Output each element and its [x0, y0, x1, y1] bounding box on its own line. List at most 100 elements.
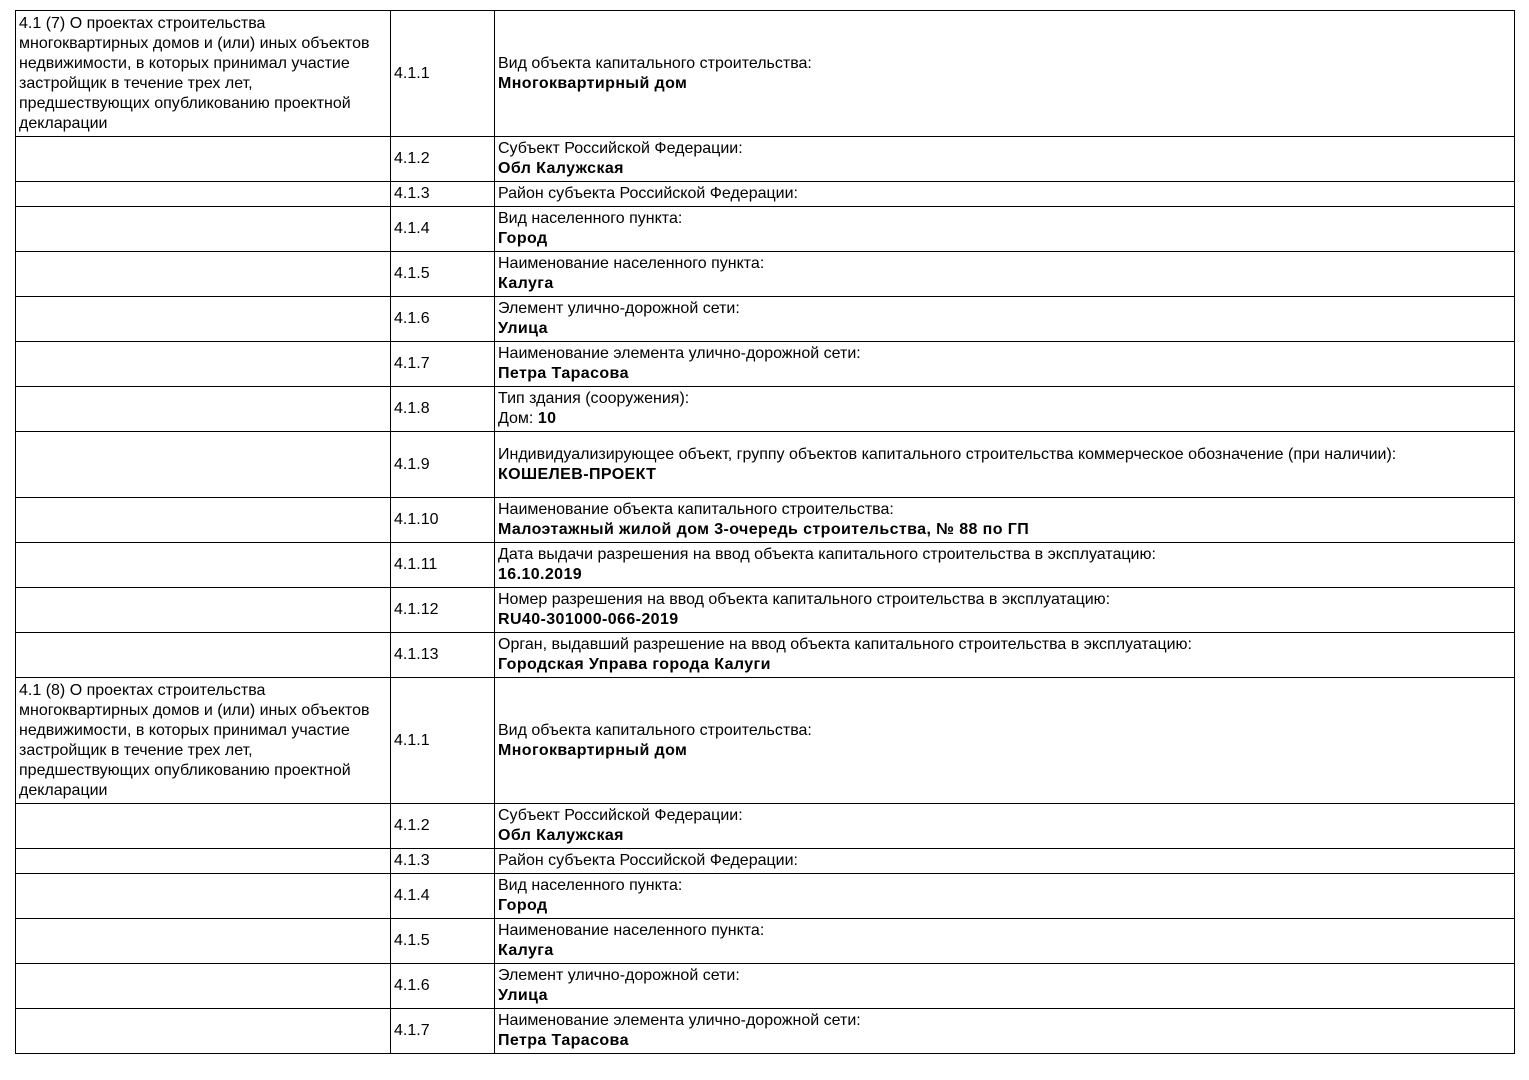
section-title-cell [15, 1008, 391, 1054]
section-title-cell [15, 873, 391, 919]
item-code: 4.1.2 [390, 136, 495, 182]
section-title-cell [15, 542, 391, 588]
table-row: 4.1.3 Район субъекта Российской Федерации… [15, 848, 1515, 874]
table-row: 4.1.10 Наименование объекта капитального … [15, 497, 1515, 543]
item-value-line: Малоэтажный жилой дом 3-очередь строител… [498, 520, 1511, 540]
item-value-line: Калуга [498, 274, 1511, 294]
item-value-line: Многоквартирный дом [498, 74, 1511, 94]
item-content: Вид объекта капитального строительства: М… [494, 677, 1515, 804]
section-title-cell [15, 206, 391, 252]
table-row: 4.1.4 Вид населенного пункта: Город [15, 873, 1515, 919]
item-code: 4.1.5 [390, 251, 495, 297]
item-code: 4.1.6 [390, 963, 495, 1009]
section-title-cell [15, 136, 391, 182]
item-label: Район субъекта Российской Федерации: [498, 852, 798, 869]
item-value-line: Улица [498, 986, 1511, 1006]
item-value-line: Городская Управа города Калуги [498, 655, 1511, 675]
item-label: Дата выдачи разрешения на ввод объекта к… [498, 546, 1156, 563]
declaration-table-body: 4.1 (7) О проектах строительства многокв… [15, 10, 1515, 1054]
item-value-line: Город [498, 229, 1511, 249]
section-title-cell [15, 632, 391, 678]
item-content: Субъект Российской Федерации: Обл Калужск… [494, 136, 1515, 182]
item-content: Орган, выдавший разрешение на ввод объек… [494, 632, 1515, 678]
table-row: 4.1.7 Наименование элемента улично-дорожн… [15, 1008, 1515, 1054]
item-label: Наименование элемента улично-дорожной се… [498, 1012, 861, 1029]
item-label: Элемент улично-дорожной сети: [498, 967, 740, 984]
table-row: 4.1 (7) О проектах строительства многокв… [15, 10, 1515, 137]
item-content: Наименование элемента улично-дорожной се… [494, 341, 1515, 387]
item-code: 4.1.7 [390, 1008, 495, 1054]
section-title-cell: 4.1 (8) О проектах строительства многокв… [15, 677, 391, 804]
item-label: Наименование элемента улично-дорожной се… [498, 345, 861, 362]
item-value: Калуга [498, 942, 554, 959]
section-title-cell: 4.1 (7) О проектах строительства многокв… [15, 10, 391, 137]
section-title-cell [15, 918, 391, 964]
item-label: Наименование населенного пункта: [498, 922, 765, 939]
table-row: 4.1.3 Район субъекта Российской Федерации… [15, 181, 1515, 207]
item-content: Наименование объекта капитального строит… [494, 497, 1515, 543]
table-row: 4.1.2 Субъект Российской Федерации: Обл Ка… [15, 136, 1515, 182]
item-label: Вид объекта капитального строительства: [498, 721, 812, 739]
item-value: Малоэтажный жилой дом 3-очередь строител… [498, 521, 1030, 538]
item-content: Вид объекта капитального строительства: М… [494, 10, 1515, 137]
table-row: 4.1.5 Наименование населенного пункта: Кал… [15, 918, 1515, 964]
item-label: Вид населенного пункта: [498, 210, 683, 227]
item-value-line: КОШЕЛЕВ-ПРОЕКТ [498, 465, 1511, 485]
item-label: Вид населенного пункта: [498, 877, 683, 894]
item-value: Обл Калужская [498, 160, 624, 177]
item-content: Вид населенного пункта: Город [494, 206, 1515, 252]
item-code: 4.1.8 [390, 386, 495, 432]
item-value-line: Обл Калужская [498, 826, 1511, 846]
section-title-cell [15, 386, 391, 432]
item-value: Улица [498, 320, 548, 337]
section-title-cell [15, 803, 391, 849]
item-value: Петра Тарасова [498, 365, 629, 382]
section-title-cell [15, 497, 391, 543]
item-value-prefix: Дом: [498, 410, 538, 427]
table-row: 4.1.12 Номер разрешения на ввод объекта к… [15, 587, 1515, 633]
item-value: Петра Тарасова [498, 1032, 629, 1049]
table-row: 4.1.2 Субъект Российской Федерации: Обл Ка… [15, 803, 1515, 849]
section-title-cell [15, 963, 391, 1009]
item-code: 4.1.1 [390, 677, 495, 804]
item-value-line: Дом: 10 [498, 409, 1511, 429]
item-content: Район субъекта Российской Федерации: [494, 181, 1515, 207]
table-row: 4.1 (8) О проектах строительства многокв… [15, 677, 1515, 804]
item-value-line: RU40-301000-066-2019 [498, 610, 1511, 630]
table-row: 4.1.6 Элемент улично-дорожной сети: Улица [15, 963, 1515, 1009]
item-value-line: Многоквартирный дом [498, 741, 1511, 761]
table-row: 4.1.11 Дата выдачи разрешения на ввод объ… [15, 542, 1515, 588]
declaration-table: 4.1 (7) О проектах строительства многокв… [15, 10, 1515, 1054]
item-content: Индивидуализирующее объект, группу объек… [494, 431, 1515, 498]
item-value: Многоквартирный дом [498, 74, 688, 92]
item-value: Калуга [498, 275, 554, 292]
item-content: Наименование элемента улично-дорожной се… [494, 1008, 1515, 1054]
item-label: Субъект Российской Федерации: [498, 140, 743, 157]
section-title-cell [15, 251, 391, 297]
item-label: Номер разрешения на ввод объекта капитал… [498, 591, 1111, 608]
item-label: Орган, выдавший разрешение на ввод объек… [498, 636, 1192, 653]
table-row: 4.1.4 Вид населенного пункта: Город [15, 206, 1515, 252]
item-value: Многоквартирный дом [498, 741, 688, 759]
item-code: 4.1.3 [390, 181, 495, 207]
item-content: Номер разрешения на ввод объекта капитал… [494, 587, 1515, 633]
table-row: 4.1.9 Индивидуализирующее объект, группу … [15, 431, 1515, 498]
item-content: Район субъекта Российской Федерации: [494, 848, 1515, 874]
item-content: Субъект Российской Федерации: Обл Калужск… [494, 803, 1515, 849]
table-row: 4.1.7 Наименование элемента улично-дорожн… [15, 341, 1515, 387]
item-value: КОШЕЛЕВ-ПРОЕКТ [498, 465, 657, 483]
table-row: 4.1.6 Элемент улично-дорожной сети: Улица [15, 296, 1515, 342]
item-value-line: 16.10.2019 [498, 565, 1511, 585]
item-value-line: Улица [498, 319, 1511, 339]
item-content: Тип здания (сооружения): Дом: 10 [494, 386, 1515, 432]
item-value: Улица [498, 987, 548, 1004]
item-label: Тип здания (сооружения): [498, 390, 690, 407]
item-value: Обл Калужская [498, 827, 624, 844]
item-value-line: Город [498, 896, 1511, 916]
item-code: 4.1.10 [390, 497, 495, 543]
item-code: 4.1.3 [390, 848, 495, 874]
table-row: 4.1.13 Орган, выдавший разрешение на ввод… [15, 632, 1515, 678]
section-title-cell [15, 848, 391, 874]
item-code: 4.1.4 [390, 206, 495, 252]
item-code: 4.1.7 [390, 341, 495, 387]
